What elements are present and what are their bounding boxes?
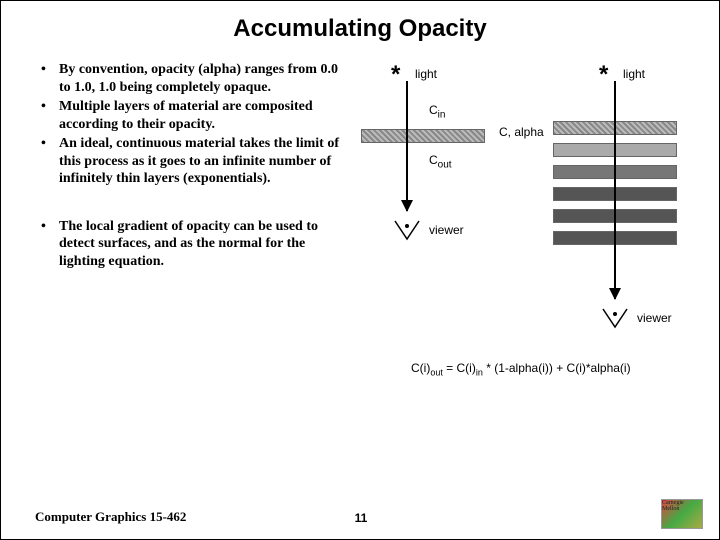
light-source-icon: *	[391, 61, 400, 89]
university-logo: Carnegie Mellon	[661, 499, 703, 529]
viewer-eye-icon	[393, 219, 421, 241]
light-label: light	[415, 67, 437, 81]
opacity-diagram: * light Cin Cout viewer * light C, alpha viewer C…	[351, 61, 711, 401]
bullet-item: By convention, opacity (alpha) ranges fr…	[35, 61, 343, 96]
light-arrow	[406, 81, 408, 211]
page-number: 11	[1, 511, 720, 525]
viewer-label: viewer	[637, 311, 672, 325]
bullet-item: An ideal, continuous material takes the …	[35, 135, 343, 188]
cout-label: Cout	[429, 153, 452, 170]
diagram-column: * light Cin Cout viewer * light C, alpha viewer C…	[351, 61, 719, 401]
light-source-icon: *	[599, 61, 608, 89]
bullet-item: Multiple layers of material are composit…	[35, 98, 343, 133]
content-area: By convention, opacity (alpha) ranges fr…	[1, 51, 719, 401]
cin-label: Cin	[429, 103, 445, 120]
bullet-list-1: By convention, opacity (alpha) ranges fr…	[35, 61, 343, 188]
light-arrow	[614, 81, 616, 299]
bullet-list-2: The local gradient of opacity can be use…	[35, 218, 343, 271]
bullet-item: The local gradient of opacity can be use…	[35, 218, 343, 271]
viewer-eye-icon	[601, 307, 629, 329]
compositing-formula: C(i)out = C(i)in * (1-alpha(i)) + C(i)*a…	[411, 361, 631, 377]
text-column: By convention, opacity (alpha) ranges fr…	[1, 61, 351, 401]
slide-title: Accumulating Opacity	[1, 1, 719, 51]
material-slab	[361, 129, 485, 143]
viewer-label: viewer	[429, 223, 464, 237]
light-label: light	[623, 67, 645, 81]
calpha-label: C, alpha	[499, 125, 544, 139]
